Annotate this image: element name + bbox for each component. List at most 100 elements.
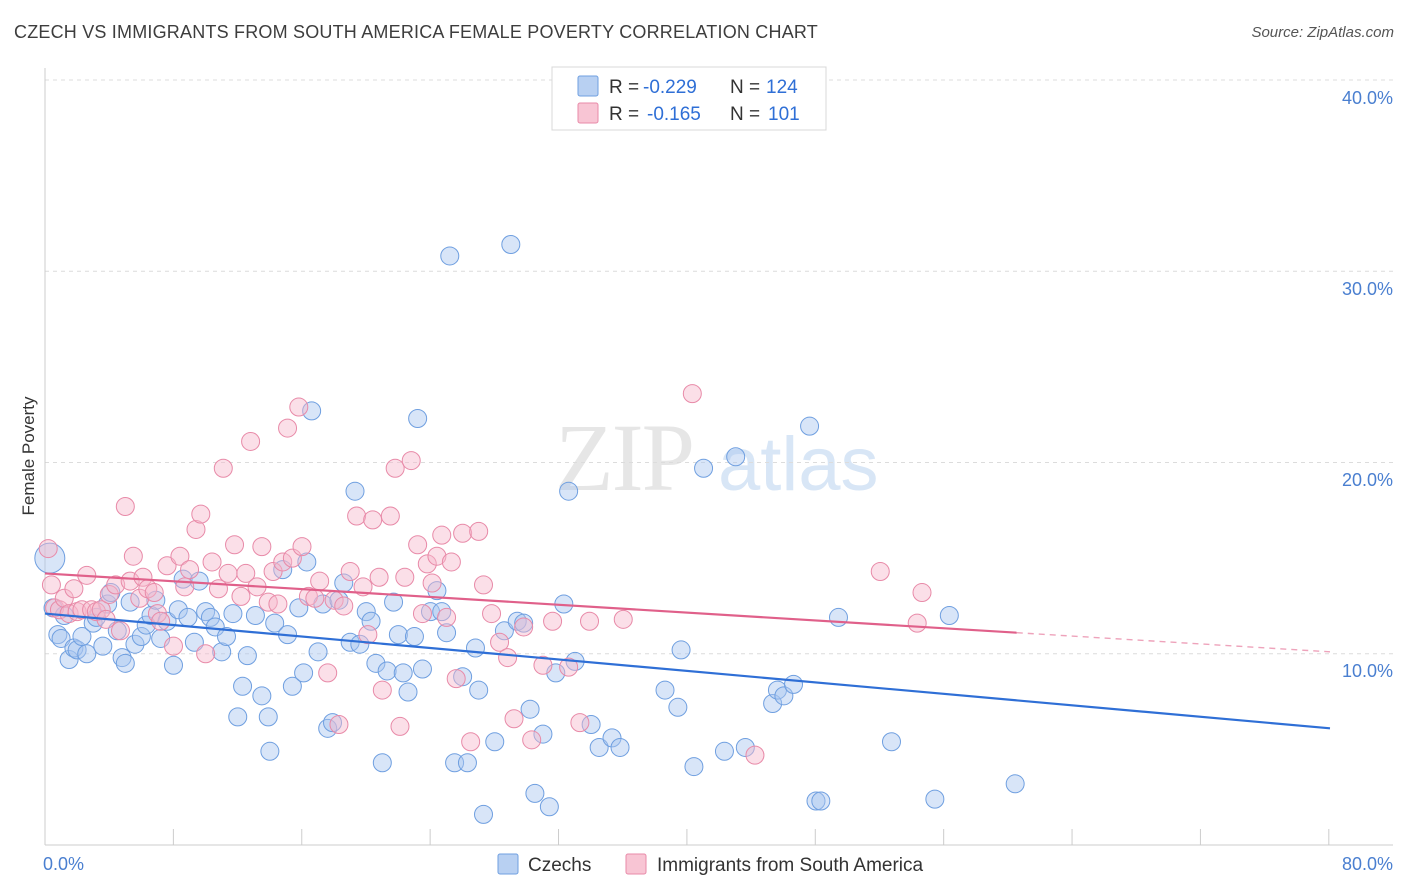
- immigrants-point: [54, 588, 74, 608]
- immigrants-point: [417, 554, 437, 574]
- czechs-point: [589, 737, 609, 757]
- immigrants-point: [202, 552, 222, 572]
- legend-r-label-czechs: R =: [609, 77, 639, 98]
- immigrants-point: [231, 586, 251, 606]
- immigrants-point: [437, 607, 457, 627]
- czechs-point: [714, 741, 734, 761]
- immigrants-point: [170, 546, 190, 566]
- czechs-point: [539, 797, 559, 817]
- czechs-point: [735, 737, 755, 757]
- y-tick-label-30: 30.0%: [1342, 279, 1393, 299]
- immigrants-point: [252, 537, 272, 557]
- immigrants-point: [490, 632, 510, 652]
- immigrants-point: [292, 537, 312, 557]
- legend-n-value-immigrants: 101: [768, 104, 800, 125]
- series-legend: Czechs Immigrants from South America: [497, 853, 924, 876]
- immigrants-point: [372, 680, 392, 700]
- legend-swatch-czechs: [577, 75, 599, 97]
- immigrants-point: [482, 604, 502, 624]
- czechs-point: [217, 627, 237, 647]
- immigrants-point: [422, 573, 442, 593]
- czechs-point: [228, 707, 248, 727]
- czechs-point: [671, 640, 691, 660]
- immigrants-point: [263, 562, 283, 582]
- immigrants-point: [745, 745, 765, 765]
- immigrants-point: [289, 397, 309, 417]
- immigrants-point: [164, 636, 183, 656]
- czechs-point: [602, 728, 622, 748]
- legend-n-label-immigrants: N =: [730, 104, 760, 125]
- immigrants-point: [514, 617, 534, 637]
- immigrants-point: [329, 715, 349, 735]
- legend-swatch-immigrants: [577, 102, 599, 124]
- immigrants-point: [298, 586, 318, 606]
- immigrants-point: [115, 496, 135, 516]
- immigrants-point: [380, 506, 400, 526]
- czechs-point: [610, 737, 630, 757]
- immigrants-point: [38, 539, 58, 559]
- y-tick-label-40: 40.0%: [1342, 88, 1393, 108]
- czechs-point: [48, 625, 68, 645]
- czechs-point: [184, 632, 204, 652]
- immigrants-point: [543, 611, 563, 631]
- immigrants-point: [469, 521, 489, 541]
- czechs-point: [356, 602, 376, 622]
- immigrants-point: [432, 525, 452, 545]
- immigrants-point: [559, 657, 579, 677]
- immigrants-point: [106, 575, 126, 595]
- czechs-point: [828, 607, 848, 627]
- immigrants-point: [385, 458, 405, 478]
- czechs-point: [377, 661, 397, 681]
- czechs-point: [252, 686, 272, 706]
- czechs-point: [233, 676, 253, 696]
- immigrants-point: [408, 535, 428, 555]
- czechs-point: [1005, 774, 1025, 794]
- czechs-point: [525, 783, 545, 803]
- czechs-point: [64, 638, 84, 658]
- immigrants-point: [123, 546, 143, 566]
- czechs-point: [453, 667, 473, 687]
- czechs-point: [212, 642, 232, 662]
- czechs-point: [485, 732, 505, 752]
- immigrants-point: [218, 563, 238, 583]
- czechs-point: [474, 804, 494, 824]
- czechs-point: [655, 680, 675, 700]
- immigrants-point: [427, 546, 447, 566]
- czechs-point: [408, 409, 428, 429]
- czechs-point: [245, 606, 265, 625]
- immigrants-point: [236, 563, 256, 583]
- data-points: [34, 234, 1025, 824]
- y-tick-label-20: 20.0%: [1342, 470, 1393, 490]
- immigrants-point: [504, 709, 524, 729]
- czechs-point: [384, 592, 404, 612]
- immigrants-point: [208, 579, 228, 599]
- immigrants-point: [180, 560, 200, 580]
- immigrants-point: [340, 562, 360, 582]
- czechs-point: [533, 724, 553, 744]
- czechs-point: [115, 653, 135, 673]
- series-legend-swatch-czechs: [497, 853, 519, 875]
- y-axis-label: Female Poverty: [19, 396, 38, 516]
- x-tick-label-max: 80.0%: [1342, 854, 1393, 874]
- czechs-point: [164, 655, 183, 675]
- immigrants-point: [213, 458, 233, 478]
- immigrants-point: [268, 594, 288, 614]
- immigrants-point: [72, 600, 92, 620]
- series-legend-label-immigrants: Immigrants from South America: [657, 855, 924, 876]
- czechs-point: [501, 234, 521, 254]
- series-legend-label-czechs: Czechs: [528, 855, 591, 876]
- immigrants-point: [533, 655, 553, 675]
- immigrants-point: [41, 575, 61, 595]
- immigrants-point: [334, 596, 354, 616]
- czechs-point: [294, 663, 314, 683]
- czechs-point: [173, 569, 193, 589]
- immigrants-point: [157, 556, 177, 576]
- immigrants-point: [241, 431, 261, 451]
- legend-r-value-czechs: -0.229: [643, 77, 697, 98]
- immigrants-point: [347, 506, 367, 526]
- immigrants-point: [474, 575, 494, 595]
- czechs-point: [93, 636, 113, 656]
- czechs-point: [366, 653, 386, 673]
- czechs-point: [925, 789, 945, 809]
- chart-title: CZECH VS IMMIGRANTS FROM SOUTH AMERICA F…: [14, 22, 818, 42]
